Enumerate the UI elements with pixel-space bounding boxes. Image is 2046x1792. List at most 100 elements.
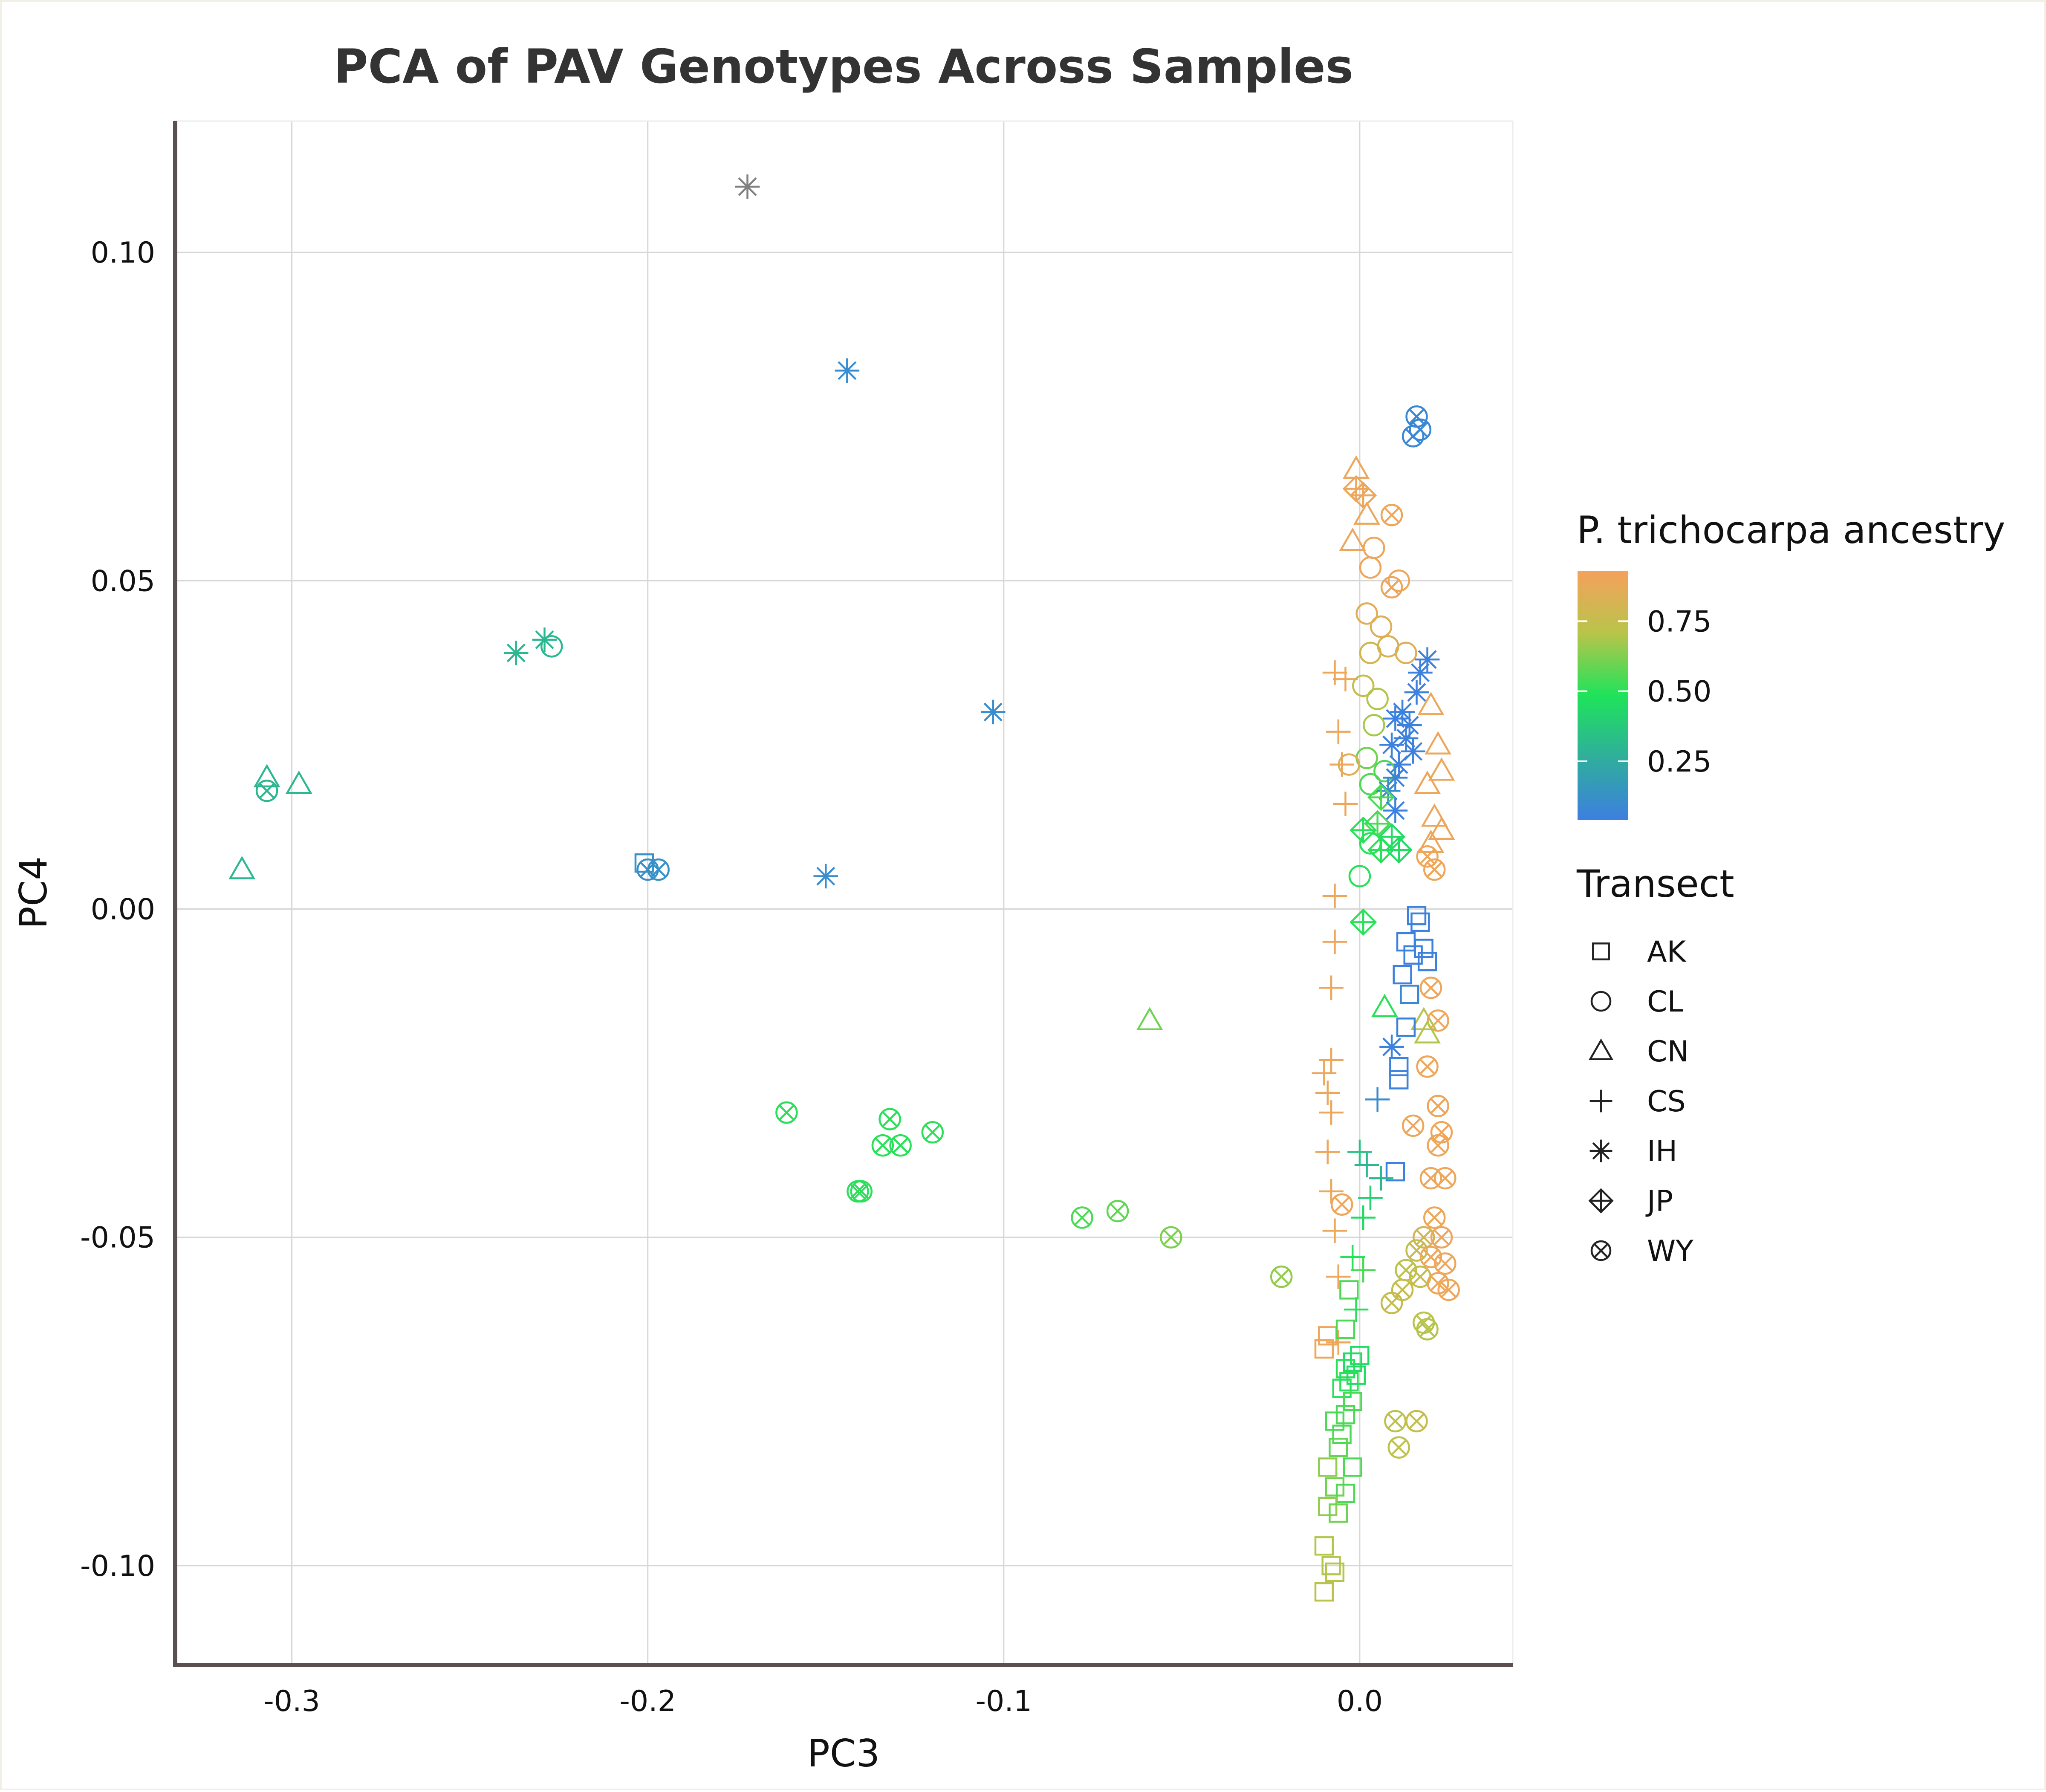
color-legend-ticks: 0.75 0.50 0.25 (1578, 605, 1711, 779)
data-point (1330, 1193, 1353, 1216)
shape-legend-label: CS (1647, 1085, 1686, 1119)
data-point (1325, 1411, 1345, 1431)
data-point (1389, 1057, 1409, 1076)
data-point (1318, 1497, 1338, 1516)
data-point (1380, 1292, 1403, 1315)
y-tick-label: 0.10 (91, 236, 155, 270)
data-point (285, 770, 312, 794)
data-point (1319, 1048, 1344, 1072)
y-tick-label: -0.10 (80, 1549, 155, 1583)
data-point (1314, 1339, 1334, 1359)
triangle-icon (1588, 1038, 1614, 1060)
data-point (1400, 985, 1419, 1004)
data-point (1333, 792, 1358, 816)
shape-legend-item-ak: AK (1592, 935, 1687, 969)
data-point (1383, 798, 1408, 823)
data-point (1407, 906, 1427, 925)
shape-legend-label: AK (1647, 935, 1687, 969)
square-icon (1592, 942, 1610, 960)
data-point (1396, 1017, 1416, 1037)
data-point (1427, 1134, 1449, 1157)
data-point (1367, 783, 1395, 811)
shape-legend-item-wy: WY (1590, 1234, 1693, 1268)
data-point (735, 174, 760, 199)
plus-icon (1589, 1090, 1613, 1113)
data-point (1339, 1280, 1359, 1300)
shape-legend-items: AK CL CN CS IH JP WY (1588, 935, 1693, 1268)
data-point (1347, 1139, 1372, 1165)
data-point (1417, 691, 1445, 715)
color-legend-tick-label: 0.50 (1647, 675, 1711, 709)
color-legend-tick-label: 0.25 (1647, 745, 1711, 779)
data-point (1335, 1319, 1355, 1339)
data-point (1379, 1035, 1404, 1059)
data-point (1343, 1352, 1362, 1372)
data-point (1348, 865, 1371, 887)
data-point (1315, 1139, 1340, 1165)
data-point (1414, 939, 1433, 958)
data-point (1437, 1278, 1460, 1301)
data-point (1397, 713, 1422, 737)
color-legend-title: P. trichocarpa ancestry (1577, 508, 2006, 552)
data-point (1417, 952, 1437, 971)
data-point (1071, 1206, 1093, 1229)
data-point (1335, 1483, 1355, 1503)
data-point (1318, 1457, 1338, 1477)
y-tick-label: -0.05 (80, 1221, 155, 1255)
color-legend-bar (1578, 571, 1628, 820)
data-point (1322, 929, 1347, 954)
circle-icon (1590, 991, 1612, 1012)
circle-x-icon (1590, 1240, 1612, 1261)
x-tick-label: -0.2 (619, 1685, 676, 1718)
data-point (1385, 1162, 1405, 1182)
data-point (1423, 858, 1446, 881)
data-point (1423, 1206, 1446, 1229)
data-point (1430, 1226, 1453, 1249)
data-point (980, 699, 1006, 725)
y-axis-label: PC4 (12, 856, 55, 929)
data-point (1319, 1100, 1344, 1125)
shape-legend-label: IH (1647, 1135, 1677, 1168)
data-point (1403, 945, 1423, 965)
data-point (1365, 1087, 1390, 1112)
data-point (1379, 732, 1404, 757)
data-point (1387, 569, 1410, 592)
data-point (1354, 1153, 1379, 1178)
data-point (1389, 1070, 1409, 1090)
data-point (1415, 647, 1440, 672)
data-point (1314, 1536, 1334, 1556)
data-point (253, 764, 280, 788)
data-point (879, 1108, 901, 1130)
data-point (1350, 816, 1377, 844)
data-point (1325, 1562, 1345, 1582)
shape-legend-title: Transect (1576, 862, 1734, 906)
data-point (540, 635, 563, 658)
data-point (1414, 770, 1441, 794)
data-point (1412, 1226, 1435, 1249)
data-point (255, 779, 278, 802)
data-point (1321, 1556, 1341, 1575)
data-point (813, 864, 838, 889)
data-point (1359, 556, 1382, 579)
shape-legend-item-cl: CL (1590, 985, 1683, 1019)
data-points (228, 174, 1460, 1602)
data-point (1404, 680, 1429, 705)
shape-legend-label: JP (1645, 1185, 1673, 1218)
data-point (1335, 1405, 1355, 1425)
data-point (1351, 1257, 1376, 1283)
data-point (1359, 642, 1382, 664)
data-point (1350, 908, 1377, 936)
data-point (1395, 642, 1417, 664)
data-point (1402, 425, 1425, 448)
data-point (1387, 1436, 1410, 1459)
data-point (1322, 883, 1347, 908)
data-point (228, 856, 256, 879)
data-point (1427, 1095, 1449, 1117)
shape-legend-item-cs: CS (1589, 1085, 1686, 1119)
data-point (1427, 1009, 1449, 1032)
data-point (1319, 1179, 1344, 1204)
data-point (1434, 1252, 1456, 1275)
data-point (1332, 1379, 1352, 1398)
data-point (1106, 1199, 1129, 1223)
